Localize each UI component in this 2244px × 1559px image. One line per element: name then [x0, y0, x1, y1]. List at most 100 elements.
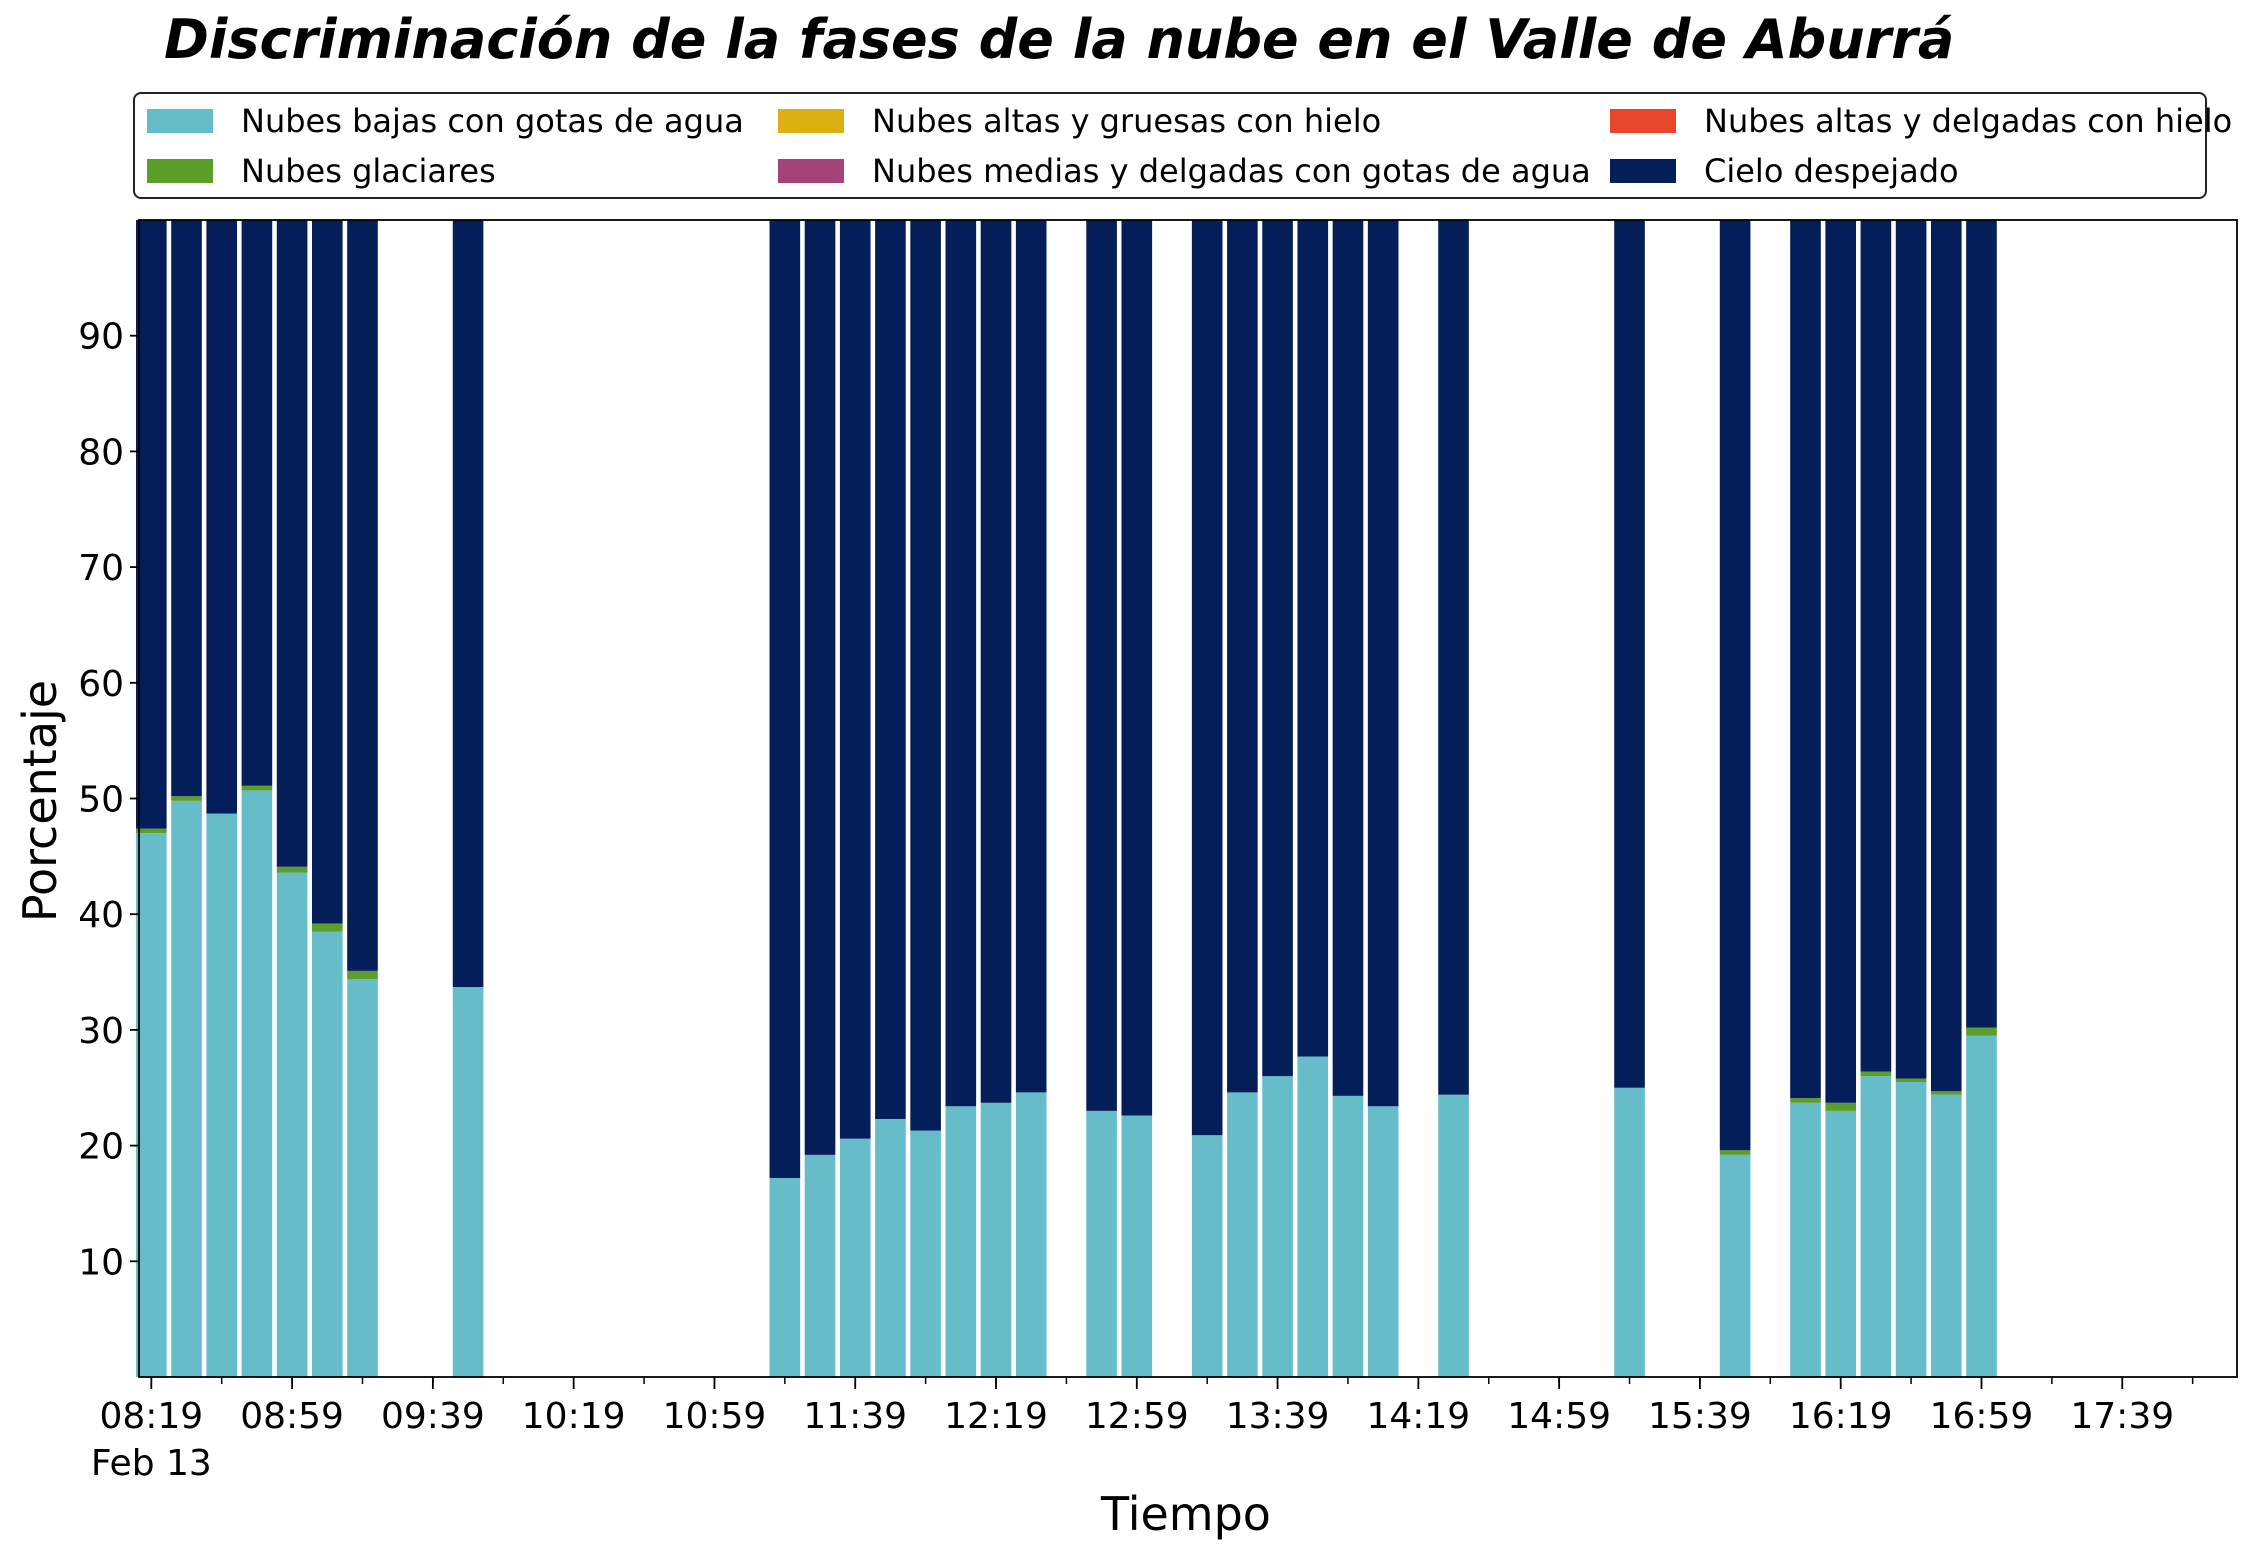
bar-segment — [1438, 1094, 1469, 1377]
bar-segment — [1086, 1110, 1117, 1377]
bar-segment — [1790, 1102, 1821, 1377]
bar-segment — [1086, 220, 1117, 1111]
bar-segment — [1367, 1106, 1399, 1377]
x-tick-label: 15:39 — [1648, 1396, 1752, 1437]
legend-swatch — [778, 109, 844, 133]
y-tick-label: 90 — [78, 317, 124, 358]
bar-segment — [1121, 220, 1153, 1116]
bar-segment — [1966, 220, 1997, 1028]
bar-segment — [452, 220, 484, 988]
bar-segment — [171, 220, 202, 797]
legend-item: Nubes bajas con gotas de agua — [147, 98, 744, 144]
bar-segment — [875, 1118, 906, 1377]
x-tick-label: 16:59 — [1930, 1396, 2034, 1437]
legend-label: Nubes altas y gruesas con hielo — [872, 102, 1382, 140]
bar-segment — [241, 785, 273, 791]
bar-segment — [311, 931, 343, 1377]
x-tick-label: 11:39 — [803, 1396, 907, 1437]
bar-segment — [1790, 1098, 1821, 1103]
x-tick-label: 14:59 — [1507, 1396, 1611, 1437]
x-tick-label: 09:39 — [381, 1396, 485, 1437]
bar-segment — [1332, 1095, 1364, 1377]
bar-segment — [311, 923, 343, 932]
bar-segment — [1895, 1078, 1927, 1082]
bar-segment — [1825, 1102, 1857, 1111]
bar-segment — [1614, 1087, 1645, 1377]
bar-segment — [839, 220, 871, 1139]
y-tick-label: 80 — [78, 432, 124, 473]
bar-segment — [171, 800, 202, 1377]
bar-segment — [1860, 1071, 1892, 1077]
bar-segment — [1930, 1091, 1962, 1095]
bar-segment — [1966, 1035, 1997, 1377]
bar-segment — [804, 1154, 836, 1377]
bar-segment — [1790, 220, 1821, 1099]
x-tick-label: 08:59 — [240, 1396, 344, 1437]
bar-segment — [804, 220, 836, 1155]
legend-swatch — [147, 109, 213, 133]
bar-segment — [452, 987, 484, 1377]
x-tick-label: 08:19 — [99, 1396, 203, 1437]
bar-segment — [1860, 220, 1892, 1072]
bar-segment — [241, 790, 273, 1377]
legend-item: Cielo despejado — [1610, 148, 1959, 194]
x-axis-title: Tiempo — [1100, 1487, 1271, 1541]
bar-segment — [1367, 220, 1399, 1107]
y-tick-label: 40 — [78, 895, 124, 936]
bar-segment — [1191, 1135, 1223, 1377]
bar-segment — [1191, 220, 1223, 1136]
y-tick-label: 50 — [78, 780, 124, 821]
x-tick-label: 12:19 — [944, 1396, 1048, 1437]
bar-segment — [1015, 220, 1047, 1093]
bar-segment — [910, 220, 941, 1131]
bar-segment — [839, 1138, 871, 1377]
bar-segment — [1966, 1027, 1997, 1036]
bar-segment — [1614, 220, 1645, 1088]
bar-segment — [206, 813, 238, 1377]
bar-segment — [241, 220, 273, 786]
bar-segment — [206, 220, 238, 814]
legend-label: Cielo despejado — [1704, 152, 1959, 190]
bar-segment — [875, 220, 906, 1119]
y-tick-label: 30 — [78, 1011, 124, 1052]
x-tick-label: 16:19 — [1789, 1396, 1893, 1437]
y-tick-label: 60 — [78, 664, 124, 705]
x-tick-label: 13:39 — [1226, 1396, 1330, 1437]
bar-segment — [945, 220, 977, 1107]
bar-segment — [171, 796, 202, 801]
bar-segment — [1719, 1150, 1751, 1155]
x-tick-label: 14:19 — [1366, 1396, 1470, 1437]
y-tick-label: 20 — [78, 1127, 124, 1168]
bar-segment — [1825, 1110, 1857, 1377]
bar-segment — [1438, 220, 1469, 1095]
legend-label: Nubes bajas con gotas de agua — [241, 102, 744, 140]
y-axis-title: Porcentaje — [13, 680, 67, 922]
bar-segment — [347, 978, 378, 1377]
bar-segment — [1227, 1092, 1258, 1377]
bar-segment — [276, 872, 308, 1377]
bar-segment — [276, 866, 308, 873]
bar-segment — [1930, 1094, 1962, 1377]
bar-segment — [136, 833, 167, 1377]
legend-label: Nubes medias y delgadas con gotas de agu… — [872, 152, 1591, 190]
bar-segment — [769, 220, 801, 1178]
bar-segment — [1860, 1076, 1892, 1377]
legend-swatch — [1610, 109, 1676, 133]
bar-segment — [1930, 220, 1962, 1092]
bar-segment — [1262, 220, 1293, 1077]
bar-segment — [910, 1130, 941, 1377]
legend-swatch — [1610, 159, 1676, 183]
x-tick-label: 10:59 — [663, 1396, 767, 1437]
bar-segment — [1227, 220, 1258, 1093]
axes-layer: 10 20 30 40 50 60 70 80 90 08:19 Feb 13 08:59 09:39 1… — [78, 219, 2238, 1484]
bar-segment — [1015, 1092, 1047, 1377]
bar-segment — [980, 220, 1012, 1103]
bar-segment — [311, 220, 343, 924]
bars-layer — [136, 220, 1997, 1377]
bar-segment — [136, 220, 167, 829]
bar-segment — [1121, 1115, 1153, 1377]
legend-item: Nubes medias y delgadas con gotas de agu… — [778, 148, 1591, 194]
bar-segment — [980, 1102, 1012, 1377]
bar-segment — [347, 970, 378, 979]
